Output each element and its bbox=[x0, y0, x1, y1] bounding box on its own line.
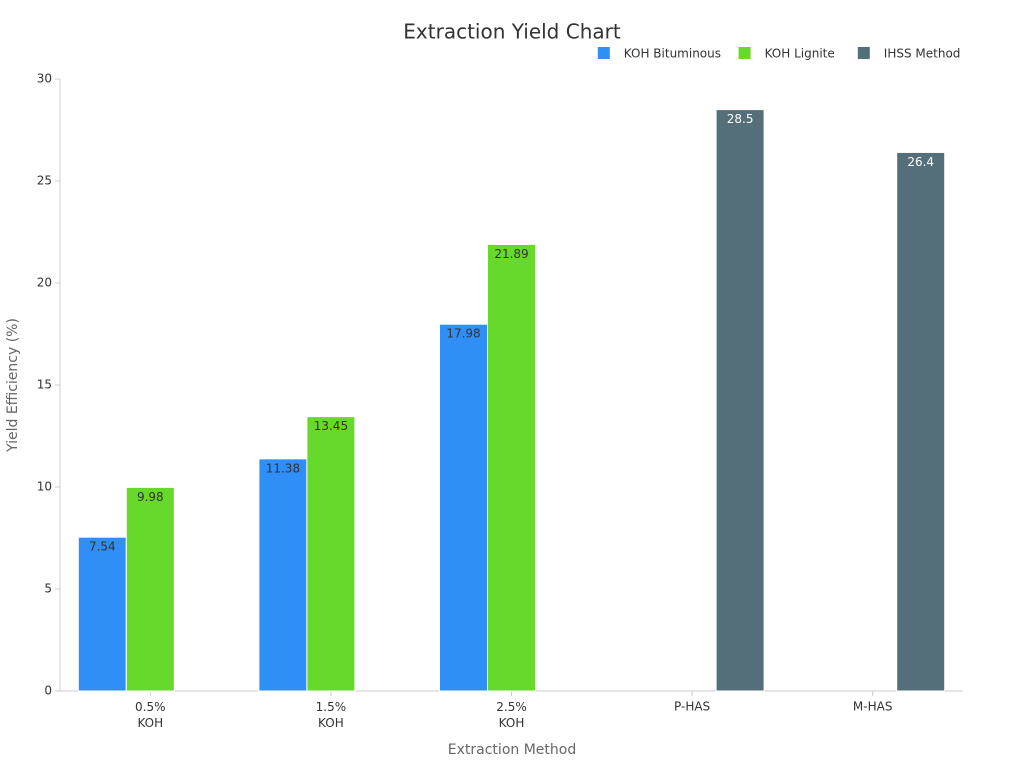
x-axis-title: Extraction Method bbox=[448, 742, 576, 758]
bar bbox=[896, 151, 946, 692]
x-tick-label: M-HAS bbox=[853, 700, 893, 714]
value-label: 13.45 bbox=[314, 419, 348, 433]
legend-swatch bbox=[857, 47, 870, 59]
x-tick-label: P-HAS bbox=[674, 700, 710, 714]
y-tick-label: 0 bbox=[44, 684, 52, 698]
value-label: 7.54 bbox=[89, 540, 116, 554]
bar bbox=[487, 243, 536, 692]
bar bbox=[77, 536, 127, 692]
y-tick-label: 15 bbox=[37, 378, 52, 392]
value-label: 28.5 bbox=[727, 112, 754, 126]
y-axis-title: Yield Efficiency (%) bbox=[5, 318, 21, 453]
value-label: 11.38 bbox=[266, 461, 300, 475]
value-label: 21.89 bbox=[494, 247, 528, 261]
value-label: 17.98 bbox=[446, 327, 480, 341]
x-tick-label: 2.5% KOH bbox=[496, 700, 527, 730]
x-tick-label: 1.5% KOH bbox=[316, 700, 347, 730]
value-label: 26.4 bbox=[907, 155, 934, 169]
legend-label: IHSS Method bbox=[884, 47, 961, 61]
y-tick-label: 10 bbox=[37, 480, 52, 494]
bar bbox=[125, 486, 175, 692]
y-tick-label: 30 bbox=[37, 72, 52, 86]
bar bbox=[258, 458, 308, 692]
y-tick-label: 5 bbox=[44, 582, 52, 596]
bar bbox=[715, 109, 765, 692]
legend-label: KOH Lignite bbox=[765, 47, 835, 61]
legend-swatch bbox=[597, 47, 610, 59]
bar bbox=[439, 323, 488, 692]
value-label: 9.98 bbox=[137, 490, 164, 504]
y-tick-label: 20 bbox=[37, 276, 52, 290]
chart-title: Extraction Yield Chart bbox=[403, 20, 621, 44]
legend-swatch bbox=[738, 47, 751, 59]
bar bbox=[306, 416, 356, 692]
y-tick-label: 25 bbox=[37, 174, 52, 188]
x-tick-label: 0.5% KOH bbox=[135, 700, 166, 730]
legend-label: KOH Bituminous bbox=[624, 47, 721, 61]
